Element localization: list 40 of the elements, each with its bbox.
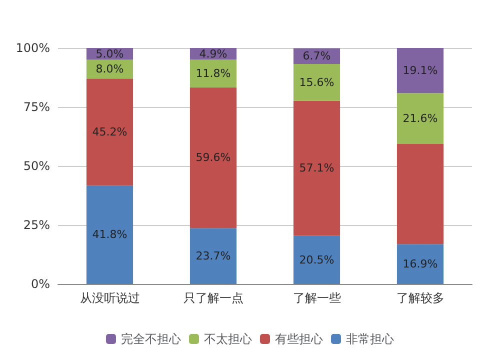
y-tick-label: 50% (23, 159, 50, 173)
data-label: 41.8% (92, 228, 128, 242)
bar (86, 185, 134, 284)
legend-label: 不太担心 (204, 332, 252, 346)
data-label: 4.9% (199, 47, 228, 60)
legend-label: 有些担心 (275, 332, 323, 346)
bar (190, 87, 237, 228)
bar (396, 244, 444, 284)
data-label: 11.8% (196, 66, 231, 80)
data-label: 45.2% (92, 126, 128, 139)
bar (86, 78, 134, 186)
bar (396, 48, 444, 94)
data-label: 20.5% (299, 253, 334, 266)
data-label: 59.6% (196, 151, 231, 164)
data-label: 8.0% (96, 62, 124, 76)
legend-label: 完全不担心 (121, 332, 181, 346)
data-label: 16.9% (402, 258, 438, 271)
bar (190, 228, 237, 284)
bar (293, 100, 340, 236)
x-tick-label: 从没听说过 (80, 291, 140, 305)
bar (293, 236, 340, 284)
legend-label: 非常担心 (346, 332, 394, 346)
y-tick-label: 25% (23, 218, 50, 232)
data-label: 19.1% (402, 64, 438, 78)
x-tick-label: 只了解一点 (183, 291, 244, 305)
bar (396, 144, 444, 244)
bar (190, 60, 237, 88)
data-label: 23.7% (196, 250, 231, 263)
y-tick-label: 75% (23, 100, 50, 114)
bar (293, 64, 340, 101)
data-label: 57.1% (299, 162, 334, 175)
data-label: 15.6% (299, 76, 334, 89)
x-tick-label: 了解较多 (396, 291, 444, 305)
y-tick-label: 100% (16, 41, 50, 55)
bar (396, 93, 444, 144)
y-tick-label: 0% (30, 277, 50, 291)
data-label: 6.7% (302, 50, 331, 63)
x-tick-label: 了解一些 (292, 291, 341, 305)
data-label: 21.6% (402, 112, 438, 126)
data-label: 5.0% (96, 47, 124, 60)
